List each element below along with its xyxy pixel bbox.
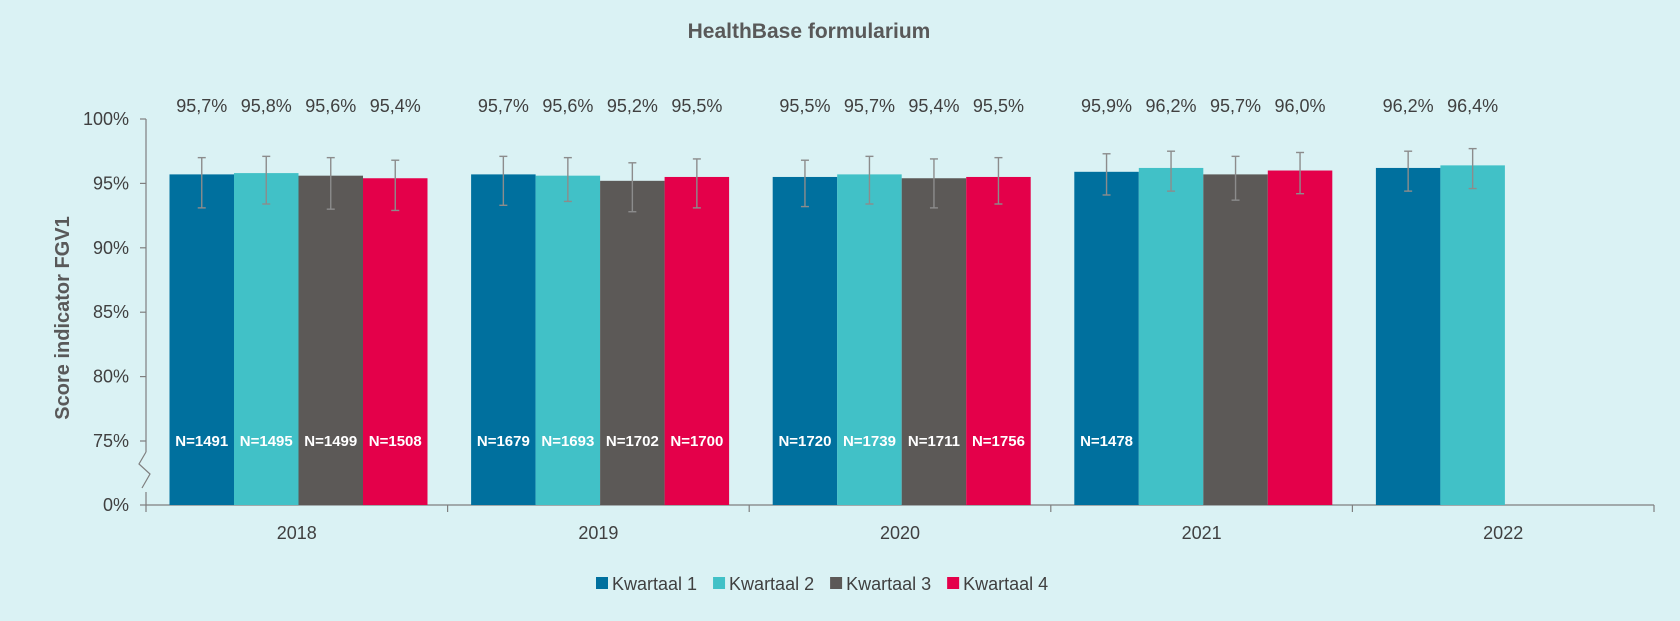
legend-swatch — [830, 577, 843, 589]
bar — [1138, 167, 1204, 505]
data-label: 95,7% — [1210, 96, 1261, 116]
bar — [1440, 165, 1505, 506]
bar — [298, 175, 363, 505]
legend-label: Kwartaal 4 — [963, 574, 1048, 594]
data-label: 96,2% — [1383, 96, 1434, 116]
n-label: N=1693 — [541, 433, 594, 450]
n-label: N=1508 — [369, 433, 422, 450]
n-label: N=1495 — [240, 433, 293, 450]
data-label: 95,5% — [671, 96, 722, 116]
y-tick-label: 100% — [83, 109, 129, 129]
n-label: N=1720 — [778, 433, 831, 450]
n-label: N=1711 — [908, 433, 960, 450]
x-tick-label: 2022 — [1483, 523, 1523, 543]
n-label: N=1679 — [477, 433, 530, 450]
legend-label: Kwartaal 1 — [612, 574, 697, 594]
data-label: 95,7% — [176, 96, 227, 116]
data-label: 95,7% — [844, 96, 895, 116]
bar — [664, 176, 730, 505]
n-label: N=1491 — [175, 433, 228, 450]
x-tick-label: 2021 — [1182, 523, 1222, 543]
data-label: 96,4% — [1447, 96, 1498, 116]
y-tick-label: 80% — [93, 367, 129, 387]
bar — [234, 173, 299, 505]
bar — [901, 178, 967, 506]
x-tick-label: 2019 — [578, 523, 618, 543]
plot-area: 0% 75% 80% 85% 90% 95% 100% 2018 95,7% N=1491 95,8… — [83, 96, 1655, 543]
data-label: 96,0% — [1275, 96, 1326, 116]
data-label: 95,8% — [241, 96, 292, 116]
data-label: 95,6% — [542, 96, 593, 116]
data-label: 95,4% — [908, 96, 959, 116]
legend: Kwartaal 1 Kwartaal 2 Kwartaal 3 Kwartaal 4 — [596, 574, 1048, 594]
bar — [772, 176, 838, 505]
bar — [363, 178, 428, 506]
legend-label: Kwartaal 2 — [729, 574, 814, 594]
data-label: 95,9% — [1081, 96, 1132, 116]
legend-swatch — [713, 577, 726, 589]
bar — [1375, 167, 1441, 505]
legend-swatch — [596, 577, 608, 589]
bar — [966, 176, 1031, 505]
x-tick-label: 2018 — [277, 523, 317, 543]
bar — [1267, 170, 1333, 505]
data-label: 95,5% — [779, 96, 830, 116]
data-label: 95,5% — [973, 96, 1024, 116]
chart-title: HealthBase formularium — [688, 20, 931, 43]
legend-label: Kwartaal 3 — [846, 574, 931, 594]
data-label: 95,7% — [478, 96, 529, 116]
bar — [837, 174, 902, 505]
x-tick-label: 2020 — [880, 523, 920, 543]
y-tick-label: 95% — [93, 173, 129, 193]
y-tick-label: 85% — [93, 302, 129, 322]
data-label: 95,4% — [370, 96, 421, 116]
y-tick-label: 90% — [93, 238, 129, 258]
n-label: N=1499 — [304, 433, 357, 450]
n-label: N=1702 — [606, 433, 659, 450]
data-label: 95,2% — [607, 96, 658, 116]
axis-break-mark — [138, 451, 151, 489]
y-tick-label: 75% — [93, 431, 129, 451]
n-label: N=1478 — [1080, 433, 1133, 450]
bar — [1074, 171, 1139, 506]
data-label: 95,6% — [305, 96, 356, 116]
bar — [471, 174, 536, 505]
n-label: N=1756 — [972, 433, 1025, 450]
n-label: N=1700 — [670, 433, 723, 450]
legend-swatch — [947, 577, 960, 589]
y-axis-label: Score indicator FGV1 — [52, 216, 74, 419]
y-tick-label: 0% — [103, 495, 129, 515]
n-label: N=1739 — [843, 433, 896, 450]
bar — [600, 180, 665, 505]
data-label: 96,2% — [1146, 96, 1197, 116]
bar — [169, 174, 234, 505]
bar — [1203, 174, 1268, 505]
bar — [535, 175, 601, 505]
